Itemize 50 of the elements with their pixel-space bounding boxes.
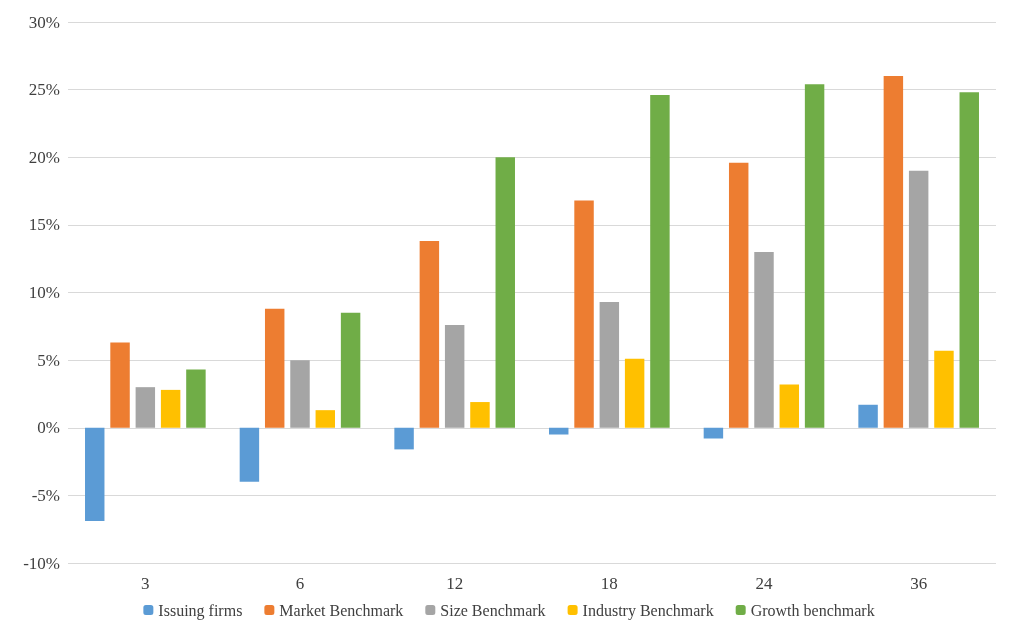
bar — [703, 427, 724, 439]
bar — [160, 389, 181, 428]
bar — [599, 301, 620, 428]
y-tick-label: 25% — [28, 80, 60, 100]
bar — [419, 241, 440, 428]
bar — [574, 200, 594, 428]
bar — [186, 369, 206, 428]
bar — [110, 342, 130, 428]
bar — [239, 427, 260, 482]
bar — [883, 76, 904, 428]
bar — [495, 157, 515, 428]
x-tick-label: 18 — [600, 574, 618, 593]
bar — [264, 308, 285, 428]
bar — [394, 427, 414, 450]
bar — [444, 324, 465, 428]
bar — [135, 387, 156, 428]
y-tick-label: -5% — [31, 485, 60, 505]
bar — [340, 312, 361, 428]
bar — [290, 360, 310, 428]
y-tick-label: -10% — [23, 553, 60, 573]
x-tick-label: 6 — [295, 574, 305, 593]
y-tick-label: 10% — [28, 283, 60, 302]
bar — [754, 251, 774, 428]
bar — [650, 95, 670, 428]
y-tick-label: 30% — [28, 12, 60, 32]
bar — [934, 350, 954, 428]
x-tick-label: 12 — [446, 574, 464, 593]
x-tick-label: 3 — [141, 574, 150, 593]
bar — [624, 358, 645, 428]
bar — [804, 84, 825, 428]
y-tick-label: 0% — [37, 418, 60, 438]
legend-label: Issuing firms — [158, 601, 243, 620]
bar — [779, 384, 800, 428]
legend-label: Size Benchmark — [440, 601, 546, 619]
y-tick-label: 5% — [37, 350, 60, 370]
bar — [549, 427, 569, 435]
bar — [315, 410, 336, 428]
x-tick-label: 24 — [755, 574, 773, 593]
legend-label: Market Benchmark — [279, 601, 404, 619]
legend-label: Growth benchmark — [750, 601, 875, 619]
bar — [728, 162, 749, 428]
bar — [908, 170, 929, 428]
bar — [85, 427, 105, 522]
x-tick-label: 36 — [910, 574, 928, 593]
bar — [959, 92, 979, 428]
bar — [858, 404, 878, 428]
legend-label: Industry Benchmark — [582, 601, 714, 620]
y-tick-label: 15% — [28, 215, 60, 235]
bar — [470, 402, 490, 428]
y-tick-label: 20% — [28, 147, 60, 167]
